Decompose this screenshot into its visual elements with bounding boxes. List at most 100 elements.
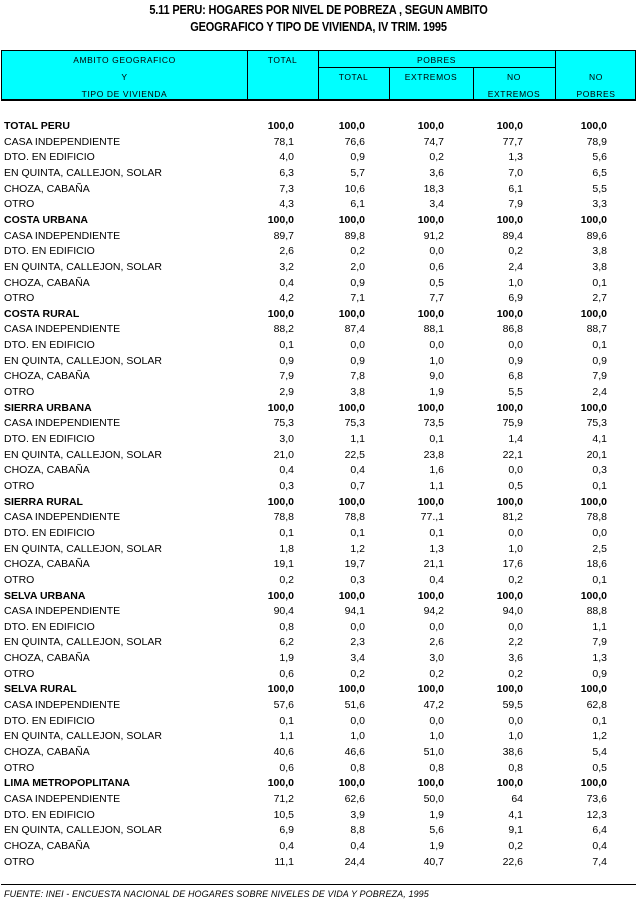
- row-label: OTRO: [4, 761, 35, 774]
- cell-value: 3,8: [350, 386, 365, 399]
- cell-value: 40,6: [273, 746, 294, 758]
- cell-value: 24,4: [344, 855, 365, 868]
- cell-value: 18,3: [423, 182, 444, 195]
- cell-value: 3,9: [350, 808, 365, 821]
- cell-value: 64: [511, 792, 523, 805]
- cell-value: 4,2: [279, 292, 294, 305]
- cell-value: 100,0: [267, 589, 294, 602]
- cell-value: 0,0: [429, 620, 444, 633]
- table-row: EN QUINTA, CALLEJON, SOLAR 1,8 1,2 1,3 1,0 2,…: [0, 543, 637, 559]
- cell-value: 100,0: [496, 307, 523, 320]
- cell-value: 2,9: [279, 386, 294, 399]
- cell-value: 100,0: [496, 495, 523, 508]
- cell-value: 21,1: [423, 558, 444, 571]
- row-label: CHOZA, CABAÑA: [4, 746, 90, 758]
- cell-value: 6,5: [592, 166, 607, 179]
- table-row: OTRO 11,1 24,4 40,7 22,6 7,4: [0, 856, 637, 872]
- cell-value: 0,0: [508, 620, 523, 633]
- cell-value: 46,6: [344, 746, 365, 758]
- cell-value: 94,0: [502, 605, 523, 618]
- cell-value: 100,0: [267, 213, 294, 226]
- cell-value: 74,7: [423, 135, 444, 148]
- cell-value: 89,4: [502, 229, 523, 242]
- cell-value: 59,5: [502, 699, 523, 712]
- table-row: EN QUINTA, CALLEJON, SOLAR 6,3 5,7 3,6 7,0 6,…: [0, 167, 637, 183]
- cell-value: 22,6: [502, 855, 523, 868]
- cell-value: 90,4: [273, 605, 294, 618]
- row-label: SELVA URBANA: [4, 589, 86, 602]
- table-row: CASA INDEPENDIENTE 75,3 75,3 73,5 75,9 75,3: [0, 417, 637, 433]
- cell-value: 0,2: [508, 245, 523, 258]
- cell-value: 100,0: [496, 683, 523, 696]
- cell-value: 6,8: [508, 370, 523, 383]
- table-row: OTRO 0,3 0,7 1,1 0,5 0,1: [0, 480, 637, 496]
- cell-value: 0,4: [592, 839, 607, 852]
- cell-value: 0,6: [429, 260, 444, 273]
- table-row: DTO. EN EDIFICIO 0,1 0,1 0,1 0,0 0,0: [0, 527, 637, 543]
- cell-value: 100,0: [338, 307, 365, 320]
- cell-value: 62,6: [344, 792, 365, 805]
- cell-value: 73,6: [586, 792, 607, 805]
- row-label: CASA INDEPENDIENTE: [4, 511, 121, 524]
- cell-value: 3,8: [592, 260, 607, 273]
- table-row: DTO. EN EDIFICIO 10,5 3,9 1,9 4,1 12,3: [0, 809, 637, 825]
- section-row: SELVA RURAL 100,0 100,0 100,0 100,0 100,0: [0, 683, 637, 699]
- cell-value: 2,0: [350, 260, 365, 273]
- cell-value: 71,2: [273, 792, 294, 805]
- cell-value: 11,1: [274, 855, 294, 868]
- header-y: Y: [121, 72, 128, 82]
- cell-value: 1,9: [429, 386, 444, 399]
- section-row: COSTA URBANA 100,0 100,0 100,0 100,0 100,0: [0, 214, 637, 230]
- cell-value: 0,8: [508, 761, 523, 774]
- cell-value: 78,8: [344, 511, 365, 524]
- cell-value: 3,6: [429, 166, 444, 179]
- header-no-extremos-2: EXTREMOS: [487, 89, 541, 99]
- cell-value: 7,8: [350, 370, 365, 383]
- table-row: CHOZA, CABAÑA 7,3 10,6 18,3 6,1 5,5: [0, 183, 637, 199]
- cell-value: 2,7: [592, 292, 607, 305]
- row-label: DTO. EN EDIFICIO: [4, 808, 95, 821]
- table-row: OTRO 2,9 3,8 1,9 5,5 2,4: [0, 386, 637, 402]
- row-label: SIERRA URBANA: [4, 401, 92, 414]
- cell-value: 0,1: [279, 714, 294, 727]
- cell-value: 0,4: [350, 839, 365, 852]
- cell-value: 0,1: [279, 526, 294, 539]
- cell-value: 100,0: [496, 777, 523, 790]
- cell-value: 100,0: [417, 120, 444, 132]
- cell-value: 89,6: [586, 229, 607, 242]
- cell-value: 100,0: [267, 777, 294, 790]
- cell-value: 2,2: [508, 636, 523, 649]
- cell-value: 0,2: [279, 573, 294, 586]
- row-label: EN QUINTA, CALLEJON, SOLAR: [4, 542, 162, 555]
- cell-value: 0,5: [592, 761, 607, 774]
- cell-value: 78,9: [586, 135, 607, 148]
- cell-value: 5,6: [592, 151, 607, 164]
- cell-value: 100,0: [496, 120, 523, 132]
- cell-value: 5,4: [592, 746, 607, 758]
- cell-value: 0,2: [429, 151, 444, 164]
- cell-value: 78,8: [273, 511, 294, 524]
- cell-value: 4,3: [279, 198, 294, 211]
- cell-value: 2,4: [508, 260, 523, 273]
- cell-value: 89,7: [273, 229, 294, 242]
- cell-value: 100,0: [417, 307, 444, 320]
- cell-value: 6,2: [279, 636, 294, 649]
- cell-value: 3,0: [429, 652, 444, 665]
- table-row: CHOZA, CABAÑA 0,4 0,4 1,9 0,2 0,4: [0, 840, 637, 856]
- cell-value: 0,4: [279, 464, 294, 477]
- table-row: OTRO 4,3 6,1 3,4 7,9 3,3: [0, 198, 637, 214]
- table-row: DTO. EN EDIFICIO 2,6 0,2 0,0 0,2 3,8: [0, 245, 637, 261]
- cell-value: 100,0: [267, 495, 294, 508]
- section-row: SIERRA URBANA 100,0 100,0 100,0 100,0 100,0: [0, 402, 637, 418]
- cell-value: 100,0: [267, 120, 294, 132]
- cell-value: 0,9: [508, 354, 523, 367]
- cell-value: 87,4: [344, 323, 365, 336]
- cell-value: 0,0: [508, 526, 523, 539]
- row-label: CHOZA, CABAÑA: [4, 652, 90, 665]
- cell-value: 1,1: [350, 433, 365, 445]
- row-label: OTRO: [4, 479, 35, 492]
- row-label: CASA INDEPENDIENTE: [4, 323, 121, 336]
- row-label: EN QUINTA, CALLEJON, SOLAR: [4, 824, 162, 837]
- cell-value: 0,3: [592, 464, 607, 477]
- cell-value: 0,9: [279, 354, 294, 367]
